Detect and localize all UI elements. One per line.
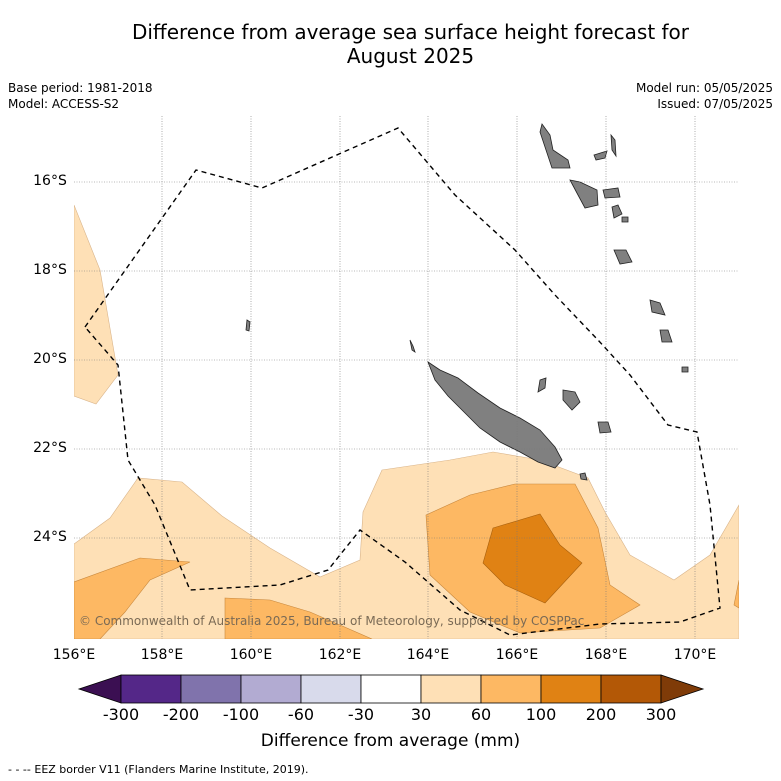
lat-label-24s: 24°S [33, 529, 67, 545]
meta-left: Base period: 1981-2018 Model: ACCESS-S2 [8, 80, 153, 112]
colorbar-extend-high [660, 674, 705, 704]
colorbar-bin-8 [540, 674, 602, 704]
lon-label-166: 166°E [495, 647, 539, 663]
anomaly-60-100-bottom [224, 597, 373, 639]
lat-label-20s: 20°S [33, 351, 67, 367]
colorbar-bin-9 [600, 674, 662, 704]
title-line-2: August 2025 [346, 44, 475, 68]
model-run: Model run: 05/05/2025 [635, 81, 773, 95]
map-title: Difference from average sea surface heig… [0, 20, 781, 68]
colorbar-tick: -30 [347, 705, 375, 724]
colorbar-bin-7 [480, 674, 542, 704]
base-period: Base period: 1981-2018 [8, 81, 153, 95]
copyright-notice: © Commonwealth of Australia 2025, Bureau… [79, 614, 585, 628]
land-islands [245, 123, 689, 481]
colorbar-bin-6 [420, 674, 482, 704]
title-line-1: Difference from average sea surface heig… [131, 20, 690, 44]
colorbar-tick: -200 [162, 705, 200, 724]
new-caledonia-island [427, 360, 563, 469]
lon-label-168: 168°E [584, 647, 628, 663]
colorbar-tick: -300 [102, 705, 140, 724]
colorbar-tick: 30 [410, 705, 432, 724]
anomaly-100-200-core [482, 513, 583, 604]
colorbar-tick: 100 [525, 705, 557, 724]
colorbar-bin-3 [240, 674, 302, 704]
lat-label-18s: 18°S [33, 262, 67, 278]
colorbar-label: Difference from average (mm) [260, 731, 521, 751]
lon-label-170: 170°E [673, 647, 717, 663]
colorbar-bin-5 [360, 674, 422, 704]
lat-label-22s: 22°S [33, 440, 67, 456]
issued-date: Issued: 07/05/2025 [657, 97, 773, 111]
lon-label-160: 160°E [229, 647, 273, 663]
anomaly-30-60-west [74, 204, 119, 405]
colorbar-bin-2 [180, 674, 242, 704]
anomaly-60-100-sw [74, 557, 191, 639]
colorbar-bin-4 [300, 674, 362, 704]
graticule [74, 116, 739, 639]
colorbar-tick: 200 [585, 705, 617, 724]
colorbar-tick: 60 [470, 705, 492, 724]
colorbar-bin-1 [120, 674, 182, 704]
colorbar-tick: 300 [645, 705, 677, 724]
lon-label-164: 164°E [406, 647, 450, 663]
map-area [74, 116, 739, 639]
eez-legend-note: - - -- EEZ border V11 (Flanders Marine I… [8, 763, 309, 776]
colorbar-tick: -100 [222, 705, 260, 724]
lon-label-162: 162°E [318, 647, 362, 663]
colorbar-extend-low [77, 674, 122, 704]
model-name: Model: ACCESS-S2 [8, 97, 120, 111]
lon-label-158: 158°E [140, 647, 184, 663]
lat-label-16s: 16°S [33, 173, 67, 189]
anomaly-60-100-east-edge [733, 579, 739, 609]
meta-right: Model run: 05/05/2025 Issued: 07/05/2025 [636, 80, 773, 112]
colorbar [77, 674, 705, 704]
lon-label-156: 156°E [52, 647, 96, 663]
colorbar-tick: -60 [287, 705, 315, 724]
